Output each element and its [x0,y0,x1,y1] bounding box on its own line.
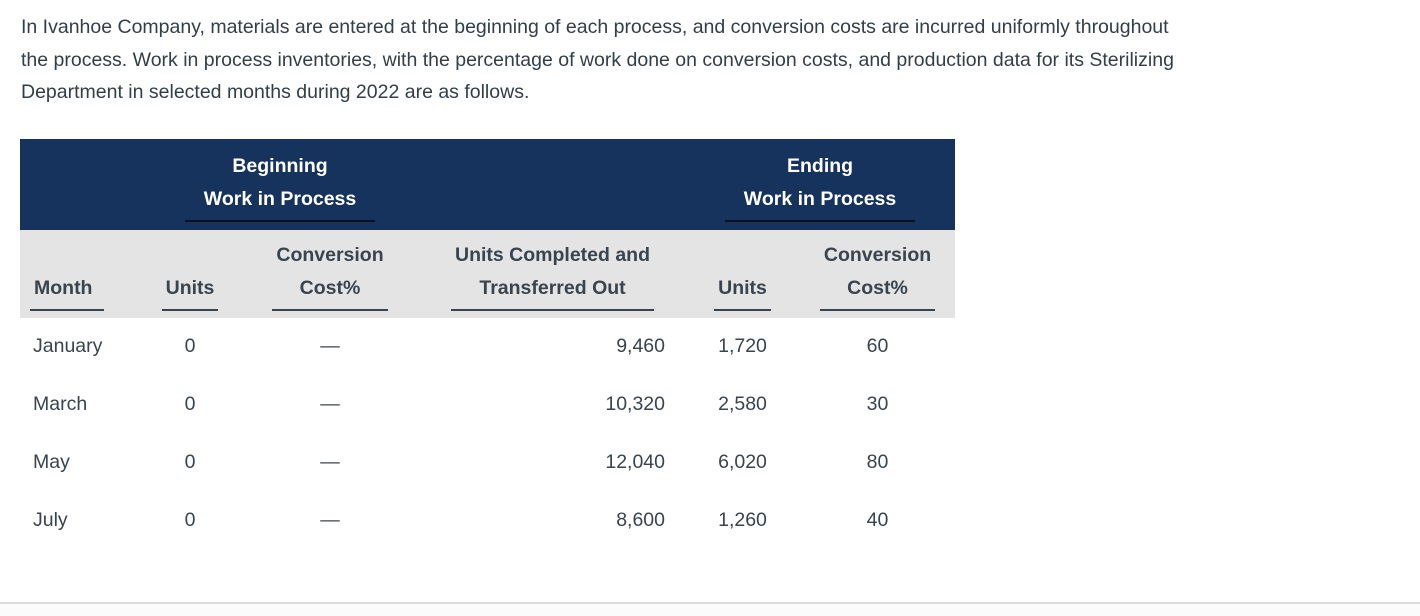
table-row-may: May 0 — 12,040 6,020 80 [20,434,955,492]
table-row-july: July 0 — 8,600 1,260 40 [20,492,955,550]
group-header-line1: Beginning [232,155,328,177]
completed-units-cell: 9,460 [616,335,666,357]
ending-conversion-cell: 30 [866,393,889,415]
ending-conversion-cell: 60 [866,335,889,357]
problem-statement-line: In Ivanhoe Company, materials are entere… [21,16,1169,38]
ending-conversion-cell: 40 [866,509,889,531]
problem-statement-line: Department in selected months during 202… [21,81,530,103]
beginning-conversion-cell: — [320,393,340,415]
beginning-units-cell: 0 [184,393,196,415]
ending-units-cell: 2,580 [718,393,767,415]
group-header-ending-wip: Ending Work in Process [685,138,956,230]
group-header-beginning-wip: Beginning Work in Process [140,138,421,230]
month-cell: January [33,335,103,357]
ending-units-cell: 6,020 [718,451,767,473]
section-divider [0,602,1420,604]
production-data-table: Beginning Work in Process Ending Work in… [20,138,956,550]
problem-statement: In Ivanhoe Company, materials are entere… [0,0,1420,109]
table-row-january: January 0 — 9,460 1,720 60 [20,318,955,376]
ending-conversion-cell: 80 [866,451,889,473]
column-header-row: Month Units Conversion Cost% Units Compl… [20,229,956,318]
beginning-conversion-cell: — [320,451,340,473]
page-bottom-strip [0,604,1420,616]
beginning-units-cell: 0 [184,509,196,531]
problem-statement-line: the process. Work in process inventories… [21,48,1174,71]
beginning-units-cell: 0 [184,451,196,473]
group-header-spacer [420,138,686,230]
group-header-spacer [20,138,140,230]
month-cell: July [33,509,68,531]
column-header-ending-conversion: Conversion Cost% [800,229,956,318]
column-header-beginning-units: Units [140,229,240,318]
ending-units-cell: 1,720 [718,335,767,357]
group-header-line2: Work in Process [184,183,376,222]
completed-units-cell: 12,040 [605,451,666,473]
completed-units-cell: 10,320 [605,393,666,415]
beginning-units-cell: 0 [184,335,196,357]
month-cell: March [33,393,88,415]
column-header-completed-transferred: Units Completed and Transferred Out [420,229,686,318]
beginning-conversion-cell: — [320,335,340,357]
group-header-line2: Work in Process [724,183,916,222]
month-cell: May [33,451,70,473]
column-header-month: Month [20,229,140,318]
column-header-ending-units: Units [685,229,801,318]
table-row-march: March 0 — 10,320 2,580 30 [20,376,955,434]
group-header-line1: Ending [786,155,854,177]
column-header-beginning-conversion: Conversion Cost% [240,229,421,318]
completed-units-cell: 8,600 [616,509,666,531]
group-header-row: Beginning Work in Process Ending Work in… [20,138,956,230]
ending-units-cell: 1,260 [718,509,767,531]
beginning-conversion-cell: — [320,509,340,531]
